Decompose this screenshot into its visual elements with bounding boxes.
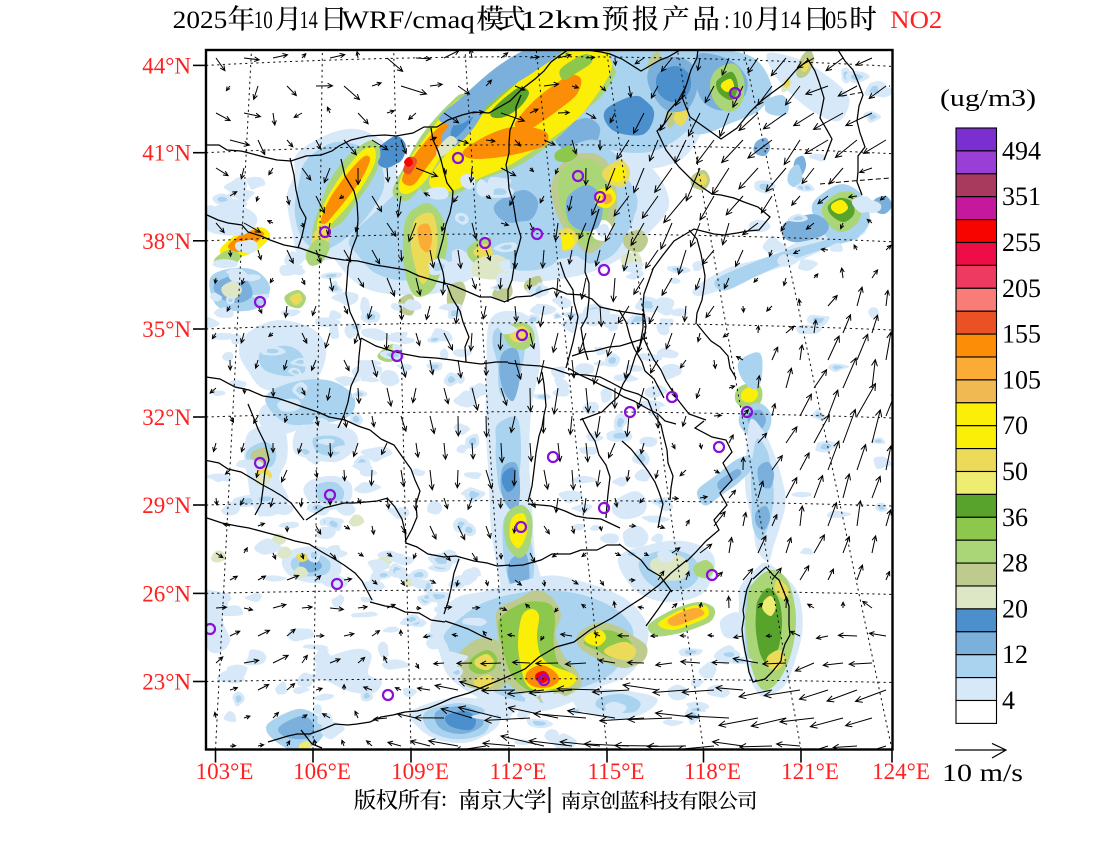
svg-text:28: 28 [1002,549,1028,578]
svg-text:20: 20 [1002,594,1028,623]
svg-text:118°E: 118°E [684,759,741,784]
svg-text:10: 10 [732,7,753,34]
svg-text::: : [441,786,447,811]
svg-text:WRF/cmaq: WRF/cmaq [342,7,476,34]
svg-text:10 m/s: 10 m/s [942,760,1023,787]
svg-text:255: 255 [1002,228,1041,257]
svg-text:05: 05 [825,7,847,34]
svg-text:(ug/m3): (ug/m3) [940,86,1036,112]
svg-text:70: 70 [1002,411,1028,440]
svg-text:41°N: 41°N [142,141,191,166]
svg-text:NO2: NO2 [890,7,942,34]
svg-text:32°N: 32°N [142,405,191,430]
svg-text:50: 50 [1002,457,1028,486]
svg-text:12km: 12km [520,7,601,34]
svg-text:10: 10 [254,7,273,34]
svg-text:115°E: 115°E [588,759,645,784]
svg-text:23°N: 23°N [142,670,191,695]
svg-text:121°E: 121°E [781,759,839,784]
svg-text:155: 155 [1002,320,1041,349]
svg-text:44°N: 44°N [142,53,191,78]
svg-text:112°E: 112°E [490,759,547,784]
svg-text:494: 494 [1002,136,1041,165]
svg-text:14: 14 [780,7,801,34]
svg-text:14: 14 [300,7,319,34]
svg-text:351: 351 [1002,182,1041,211]
svg-text:38°N: 38°N [142,229,191,254]
svg-text:12: 12 [1002,640,1028,669]
svg-text:2025: 2025 [173,7,228,34]
svg-text:205: 205 [1002,274,1041,303]
svg-text:103°E: 103°E [196,759,254,784]
svg-text:29°N: 29°N [142,493,191,518]
svg-text:105: 105 [1002,365,1041,394]
svg-text:26°N: 26°N [142,581,191,606]
svg-text:35°N: 35°N [142,317,191,342]
svg-text::: : [724,7,729,34]
svg-text:124°E: 124°E [872,759,930,784]
svg-text:4: 4 [1002,686,1015,715]
svg-text:36: 36 [1002,503,1028,532]
svg-text:106°E: 106°E [293,759,351,784]
svg-text:109°E: 109°E [391,759,449,784]
